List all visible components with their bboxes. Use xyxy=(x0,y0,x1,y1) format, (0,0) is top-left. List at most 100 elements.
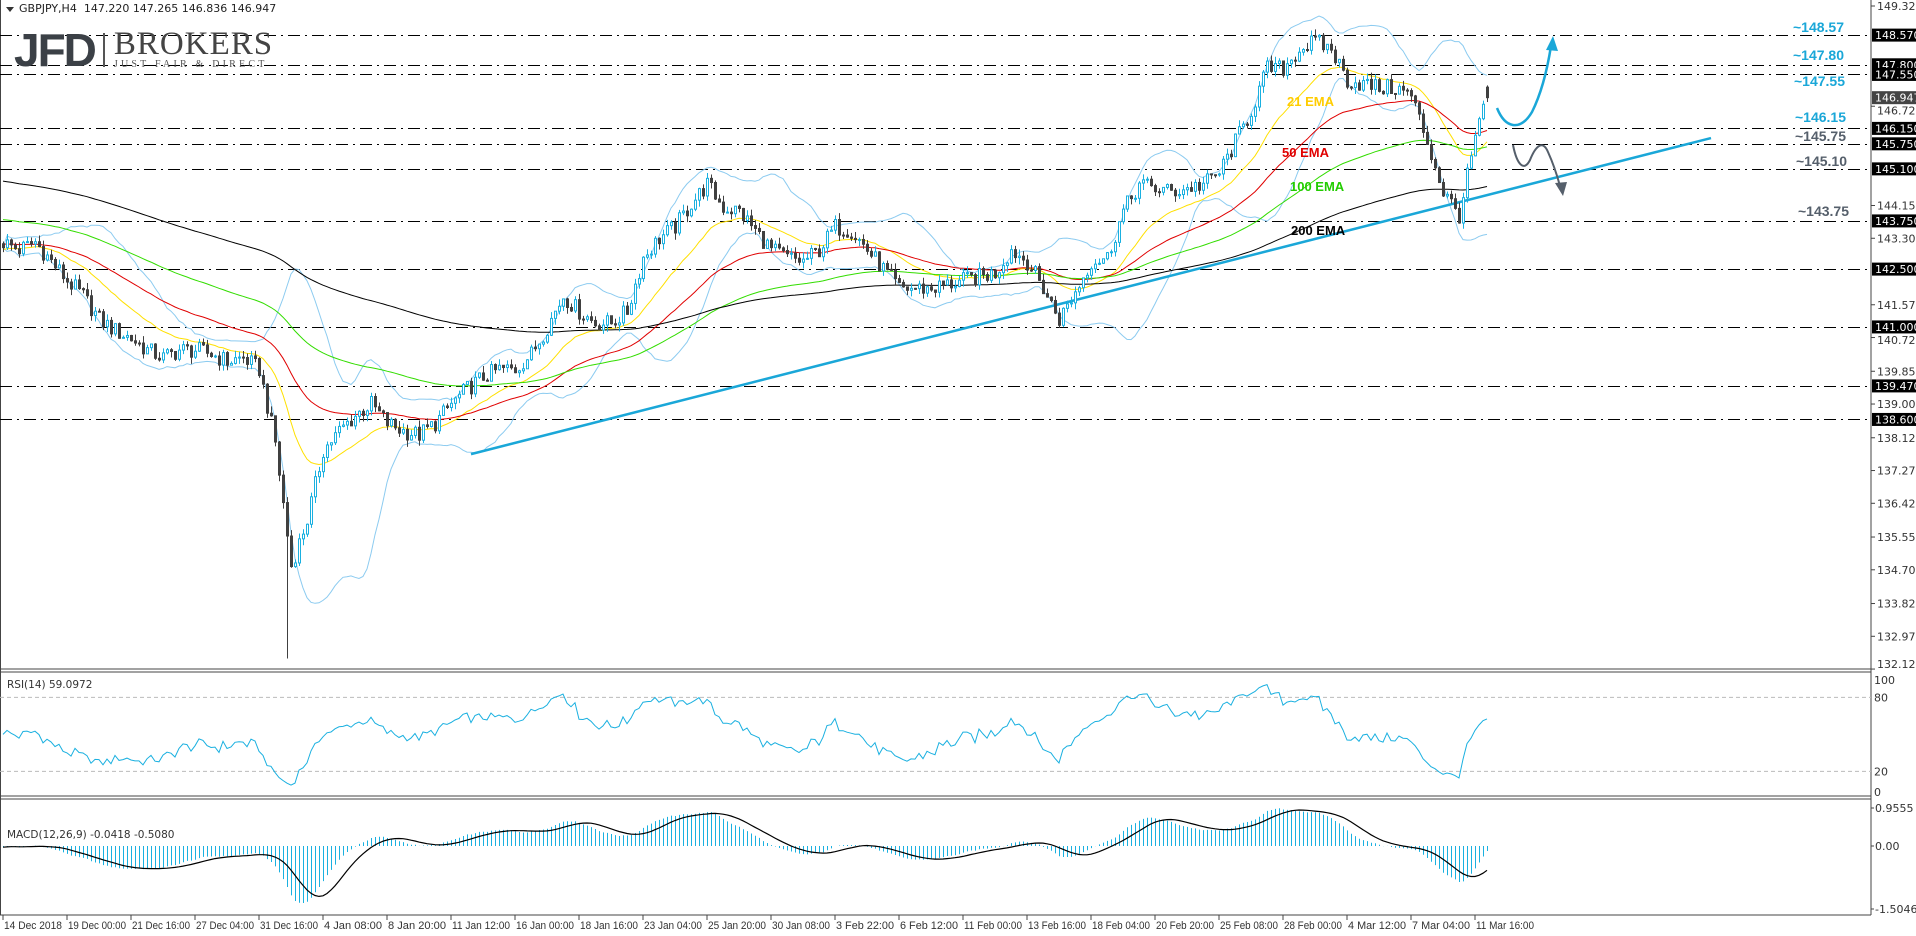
candle-body xyxy=(1030,269,1033,272)
candle-body xyxy=(1362,80,1365,91)
time-tick-label: 28 Feb 00:00 xyxy=(1284,920,1342,932)
candle-body xyxy=(850,236,853,239)
logo-jfd: JFD xyxy=(14,24,97,76)
time-tick-label: 27 Dec 04:00 xyxy=(196,920,254,932)
candle-body xyxy=(1442,182,1445,197)
candle-body xyxy=(818,248,821,258)
chart-header: GBPJPY,H4 147.220 147.265 146.836 146.94… xyxy=(6,2,276,15)
candle-body xyxy=(22,241,25,255)
candle-body xyxy=(1094,263,1097,270)
candle-body xyxy=(590,316,593,321)
candle-body xyxy=(258,358,261,377)
candle-body xyxy=(450,402,453,409)
candle-body xyxy=(570,306,573,312)
candle-body xyxy=(1426,131,1429,145)
candle-body xyxy=(34,241,37,245)
candle-body xyxy=(54,258,57,269)
ema-line-200 xyxy=(2,180,1488,333)
candle-body xyxy=(350,420,353,427)
candle-body xyxy=(522,368,525,372)
candle-body xyxy=(822,247,825,258)
candle-body xyxy=(378,406,381,412)
candle-body xyxy=(1218,173,1221,176)
candle-body xyxy=(242,356,245,359)
price-tick-label: 139.000 xyxy=(1877,398,1916,411)
candle-body xyxy=(222,352,225,366)
candle-body xyxy=(734,205,737,215)
candle-body xyxy=(1282,60,1285,76)
candle-body xyxy=(150,343,153,349)
scenario-arrows xyxy=(1495,36,1567,196)
candle-body xyxy=(530,346,533,361)
candle-body xyxy=(1358,82,1361,91)
candle-body xyxy=(274,415,277,443)
candle-body xyxy=(1286,63,1289,76)
price-tick-label: 140.725 xyxy=(1877,334,1916,347)
level-annotation: ~143.75 xyxy=(1798,203,1849,219)
candle-body xyxy=(210,352,213,357)
time-tick-label: 21 Dec 16:00 xyxy=(132,920,190,932)
price-tick-label: 137.275 xyxy=(1877,465,1916,478)
candle-body xyxy=(1322,34,1325,51)
candle-body xyxy=(978,268,981,286)
candle-body xyxy=(870,250,873,257)
candle-body xyxy=(670,221,673,227)
candle-body xyxy=(1182,189,1185,196)
candle-body xyxy=(690,208,693,217)
time-tick-label: 30 Jan 08:00 xyxy=(772,920,830,932)
candle-body xyxy=(946,279,949,286)
candle-body xyxy=(1110,251,1113,254)
candle-body xyxy=(326,444,329,458)
candle-body xyxy=(1246,123,1249,126)
candle-body xyxy=(58,264,61,269)
candle-body xyxy=(806,257,809,260)
candle-body xyxy=(266,383,269,414)
candle-body xyxy=(810,247,813,259)
candle-body xyxy=(606,315,609,326)
candle-body xyxy=(262,375,265,385)
candle-body xyxy=(314,476,317,498)
candle-body xyxy=(1266,60,1269,73)
candle-body xyxy=(1186,187,1189,191)
candle-body xyxy=(174,350,177,360)
candle-body xyxy=(802,258,805,263)
candle-body xyxy=(1114,241,1117,253)
candle-body xyxy=(1102,258,1105,264)
macd-axis-label: 0.9555 xyxy=(1875,802,1914,815)
candle-body xyxy=(1138,182,1141,199)
candle-body xyxy=(418,426,421,441)
time-tick-label: 20 Feb 20:00 xyxy=(1156,920,1214,932)
candle-body xyxy=(250,355,253,365)
candle-body xyxy=(642,256,645,280)
candle-body xyxy=(1450,193,1453,200)
upside-scenario-arrow xyxy=(1495,45,1553,127)
candle-body xyxy=(790,252,793,255)
candle-body xyxy=(318,471,321,478)
trendline[interactable] xyxy=(470,136,1712,456)
time-tick-label: 18 Jan 16:00 xyxy=(580,920,638,932)
time-tick-label: 6 Feb 12:00 xyxy=(900,920,958,932)
current-price-box xyxy=(1872,91,1916,105)
candle-body xyxy=(1486,86,1489,99)
candle-body xyxy=(30,241,33,245)
candle-body xyxy=(1414,95,1417,104)
candle-body xyxy=(794,252,797,259)
candle-body xyxy=(70,281,73,290)
time-tick-label: 13 Feb 16:00 xyxy=(1028,920,1086,932)
candle-body xyxy=(846,234,849,238)
time-tick-label: 23 Jan 04:00 xyxy=(644,920,702,932)
ema100-label: 100 EMA xyxy=(1290,179,1345,194)
rsi-axis-label: 0 xyxy=(1874,786,1881,799)
dropdown-triangle-icon[interactable] xyxy=(6,6,14,12)
candle-body xyxy=(166,349,169,354)
candle-body xyxy=(146,347,149,355)
candle-body xyxy=(950,279,953,289)
candle-body xyxy=(18,248,21,255)
macd-signal-line xyxy=(2,809,1488,898)
level-price-label: 147.550 xyxy=(1875,68,1916,81)
candle-body xyxy=(1366,78,1369,82)
ema-lines xyxy=(2,66,1488,466)
price-tick-label: 149.325 xyxy=(1877,0,1916,13)
candle-body xyxy=(594,319,597,327)
